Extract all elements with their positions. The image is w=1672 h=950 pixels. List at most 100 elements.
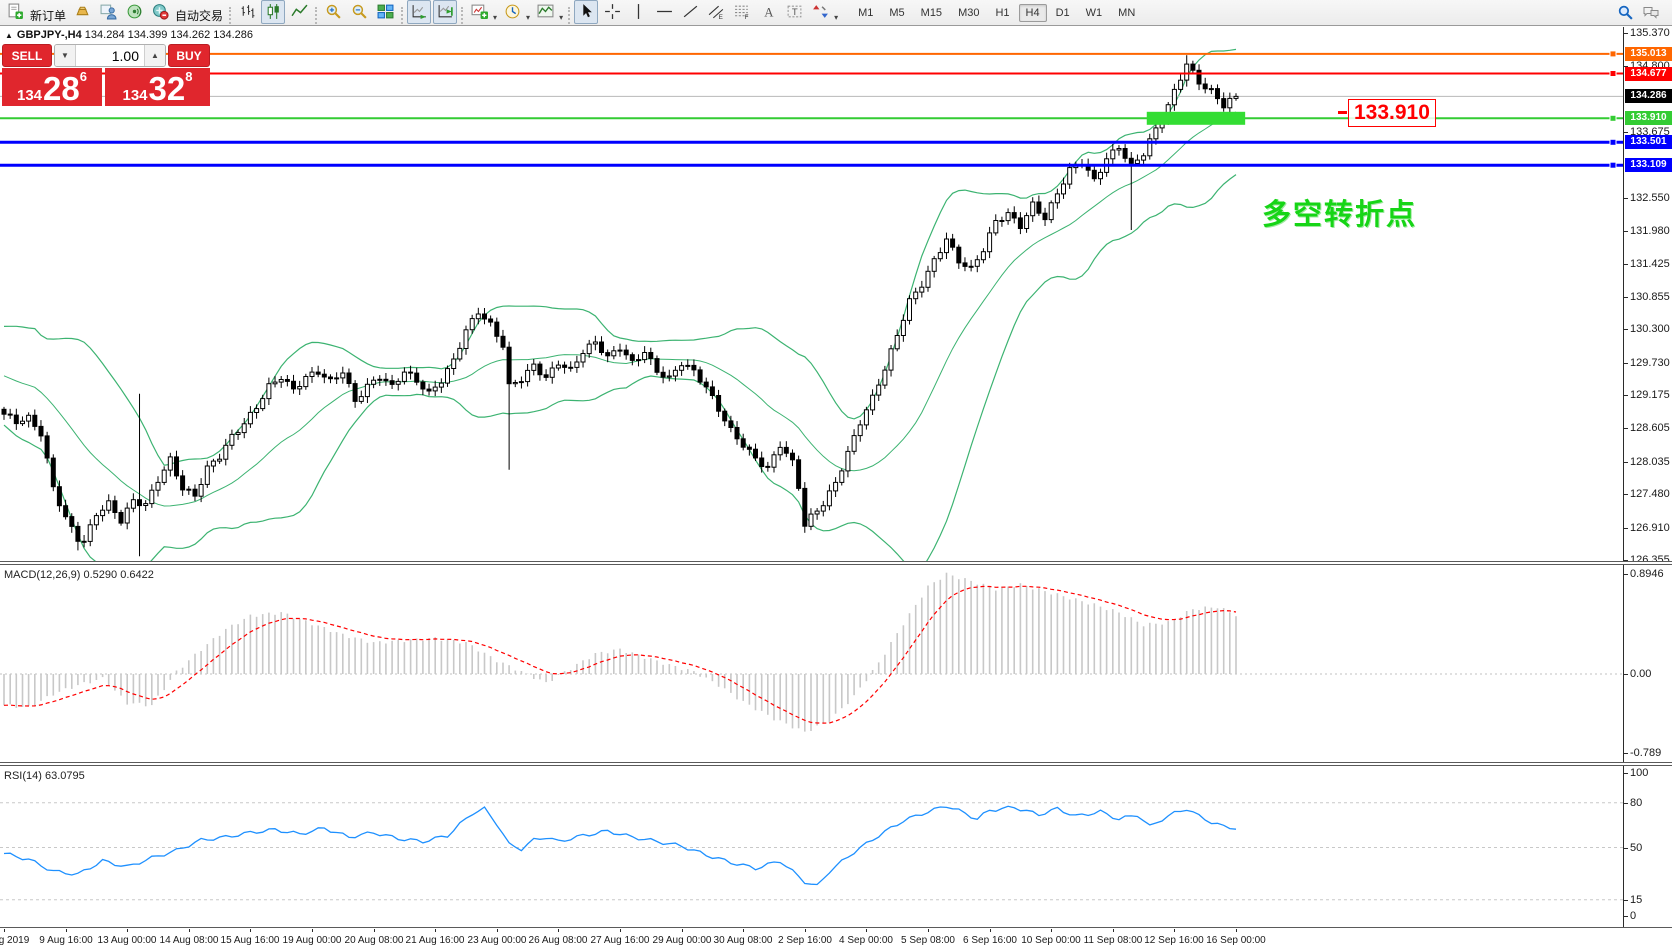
search-icon[interactable] xyxy=(1613,1,1637,25)
buy-price-tile[interactable]: 134 32 8 xyxy=(105,68,210,106)
time-tick-label: 10 Sep 00:00 xyxy=(1021,935,1081,946)
zoom-in-button[interactable] xyxy=(321,0,345,24)
line-chart-button[interactable] xyxy=(287,0,311,24)
candlestick-chart-button[interactable] xyxy=(261,0,286,24)
timeframe-m5-button[interactable]: M5 xyxy=(889,6,905,19)
sell-price-tile[interactable]: 134 28 6 xyxy=(2,68,102,106)
crosshair-button[interactable] xyxy=(600,0,624,24)
volume-decrease-button[interactable]: ▼ xyxy=(55,45,76,66)
data-window-button[interactable] xyxy=(96,0,120,24)
candlestick-chart[interactable] xyxy=(0,27,1623,561)
level-price-label[interactable]: 133.910 xyxy=(1348,99,1436,127)
market-watch-button[interactable] xyxy=(70,0,94,24)
svg-text:T: T xyxy=(791,7,797,18)
main-chart-panel[interactable]: 135.370 134.800 133.675 132.550 131.980 131.4… xyxy=(0,27,1672,566)
new-order-label[interactable]: 新订单 xyxy=(30,9,67,24)
tile-windows-button[interactable] xyxy=(373,0,397,24)
volume-input[interactable] xyxy=(76,45,144,66)
arrows-dropdown-caret[interactable]: ▾ xyxy=(834,13,839,23)
rsi-axis[interactable]: 100 80 50 15 0 xyxy=(1623,766,1672,927)
time-tick xyxy=(250,929,251,932)
arrows-button[interactable] xyxy=(808,0,832,24)
axis-tick xyxy=(1624,803,1628,804)
time-tick-label: 12 Sep 16:00 xyxy=(1144,935,1204,946)
time-tick xyxy=(682,929,683,932)
axis-tick xyxy=(1624,560,1628,561)
auto-trading-button[interactable] xyxy=(148,0,172,24)
fibonacci-button[interactable]: F xyxy=(730,0,754,24)
text-label-button[interactable]: T xyxy=(782,0,806,24)
time-tick xyxy=(743,929,744,932)
timeframe-h1-button[interactable]: H1 xyxy=(995,6,1010,19)
text-button[interactable]: A xyxy=(756,0,780,24)
auto-trading-label[interactable]: 自动交易 xyxy=(175,9,224,24)
signals-button[interactable] xyxy=(122,0,146,24)
time-tick-label: 29 Aug 00:00 xyxy=(652,935,712,946)
chat-icon[interactable] xyxy=(1639,1,1663,25)
level-price-badge: 135.013 xyxy=(1625,47,1672,61)
volume-stepper: ▼ ▲ xyxy=(54,44,166,67)
time-tick-label: 6 Sep 16:00 xyxy=(963,935,1017,946)
time-tick-label: 9 Aug 16:00 xyxy=(39,935,93,946)
timeframe-m1-button[interactable]: M1 xyxy=(858,6,874,19)
macd-panel[interactable]: 0.8946 0.00 -0.789 MACD(12,26,9) 0.5290 0.… xyxy=(0,565,1672,762)
time-tick-label: 2 Sep 16:00 xyxy=(778,935,832,946)
axis-tick xyxy=(1624,916,1628,917)
panel-separator[interactable] xyxy=(0,561,1672,565)
timeframe-w1-button[interactable]: W1 xyxy=(1085,6,1103,19)
new-chart-dropdown-caret[interactable]: ▾ xyxy=(493,13,498,23)
timeframe-m30-button[interactable]: M30 xyxy=(958,6,980,19)
time-tick xyxy=(620,929,621,932)
price-axis[interactable]: 135.370 134.800 133.675 132.550 131.980 131.4… xyxy=(1623,27,1672,566)
time-tick xyxy=(805,929,806,932)
buy-button[interactable]: BUY xyxy=(168,44,210,67)
collapse-icon[interactable]: ▲ xyxy=(5,31,13,40)
cursor-button[interactable] xyxy=(574,0,599,24)
timeframe-h4-button[interactable]: H4 xyxy=(1018,3,1047,22)
price-tick-label: 131.980 xyxy=(1630,225,1670,237)
vertical-line-button[interactable] xyxy=(626,0,650,24)
equidistant-channel-button[interactable]: E xyxy=(704,0,728,24)
macd-plot[interactable] xyxy=(0,565,1623,762)
level-price-badge: 133.501 xyxy=(1625,135,1672,149)
bottom-frame-line xyxy=(0,927,1672,928)
time-tick-label: 11 Sep 08:00 xyxy=(1083,935,1143,946)
time-tick-label: 26 Aug 08:00 xyxy=(528,935,588,946)
profiles-dropdown-caret[interactable]: ▾ xyxy=(526,13,531,23)
turning-point-annotation[interactable]: 多空转折点 xyxy=(1262,199,1418,231)
rsi-tick-label: 0 xyxy=(1630,910,1637,922)
axis-tick xyxy=(1624,66,1628,67)
trendline-button[interactable] xyxy=(678,0,702,24)
auto-scroll-button[interactable] xyxy=(407,0,432,24)
rsi-tick-label: 15 xyxy=(1630,894,1643,906)
volume-increase-button[interactable]: ▲ xyxy=(144,45,165,66)
panel-separator[interactable] xyxy=(0,762,1672,766)
timeframe-m15-button[interactable]: M15 xyxy=(920,6,943,19)
horizontal-line-button[interactable] xyxy=(652,0,676,24)
price-tick-label: 130.855 xyxy=(1630,291,1670,303)
indicators-dropdown-caret[interactable]: ▾ xyxy=(559,13,564,23)
axis-tick xyxy=(1624,773,1628,774)
macd-axis[interactable]: 0.8946 0.00 -0.789 xyxy=(1623,565,1672,762)
level-price-badge: 133.910 xyxy=(1625,111,1672,125)
rsi-panel[interactable]: 100 80 50 15 0 RSI(14) 63.0795 xyxy=(0,766,1672,927)
price-tick-label: 129.175 xyxy=(1630,389,1670,401)
bar-chart-button[interactable] xyxy=(235,0,259,24)
chart-shift-button[interactable] xyxy=(433,0,458,24)
sell-button[interactable]: SELL xyxy=(2,44,52,67)
new-order-button[interactable] xyxy=(3,0,27,24)
axis-tick xyxy=(1624,33,1628,34)
axis-tick xyxy=(1624,264,1628,265)
price-tick-label: 128.605 xyxy=(1630,422,1670,434)
zoom-out-button[interactable] xyxy=(347,0,371,24)
timeframe-d1-button[interactable]: D1 xyxy=(1055,6,1070,19)
indicators-button[interactable] xyxy=(533,0,557,24)
time-tick xyxy=(4,929,5,932)
profiles-button[interactable] xyxy=(500,0,524,24)
price-tick-label: 128.035 xyxy=(1630,456,1670,468)
new-chart-button[interactable] xyxy=(467,0,491,24)
rsi-plot[interactable] xyxy=(0,766,1623,927)
time-tick-label: 8 Aug 2019 xyxy=(0,935,30,946)
timeframe-mn-button[interactable]: MN xyxy=(1118,6,1136,19)
